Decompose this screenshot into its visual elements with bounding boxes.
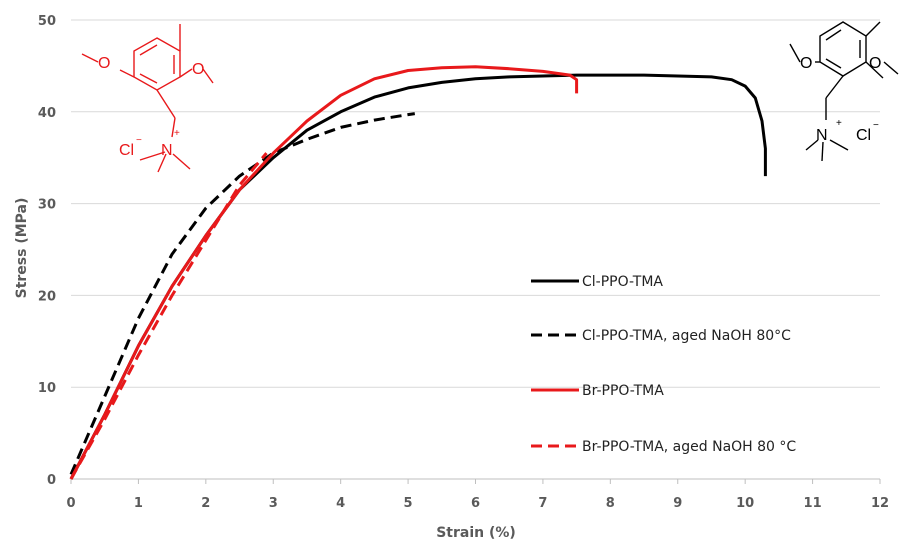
left-ether-bond <box>119 69 135 78</box>
right-ether-bond <box>789 43 801 63</box>
left-chloride-label: Cl <box>119 142 134 159</box>
legend-label: Cl-PPO-TMA, aged NaOH 80°C <box>582 328 791 344</box>
right-methyl-bond <box>805 139 819 151</box>
right-chloride-label: Cl <box>856 127 871 144</box>
x-tick-label: 3 <box>269 496 278 511</box>
y-axis-title: Stress (MPa) <box>14 198 30 299</box>
left-methyl-bond <box>139 151 166 161</box>
x-tick-label: 8 <box>606 496 615 511</box>
right-methyl-bond <box>829 139 849 151</box>
right-methyl-bond <box>821 141 824 162</box>
x-tick-label: 6 <box>471 496 480 511</box>
y-tick-label: 30 <box>38 198 56 213</box>
x-tick-label: 10 <box>736 496 754 511</box>
y-tick-label: 10 <box>38 381 56 396</box>
left-chloride-charge: − <box>136 135 142 146</box>
series-layer <box>69 65 767 480</box>
y-tick-label: 20 <box>38 289 56 304</box>
right-ch2-bond <box>825 75 844 99</box>
right-structure <box>789 21 899 162</box>
left-nitrogen-label: N <box>161 142 173 159</box>
x-tick-label: 4 <box>336 496 345 511</box>
left-ch2-bond <box>156 89 176 119</box>
series-line-2 <box>69 112 416 475</box>
legend: Cl-PPO-TMA Cl-PPO-TMA, aged NaOH 80°C Br-P… <box>531 274 796 455</box>
x-axis-title: Strain (%) <box>436 525 516 541</box>
y-tick-label: 40 <box>38 106 56 121</box>
right-nitrogen-label: N <box>816 127 828 144</box>
right-methyl-bond <box>865 61 884 79</box>
right-oxygen-label: O <box>869 55 881 72</box>
legend-label: Cl-PPO-TMA <box>582 274 663 290</box>
right-oxygen-label: O <box>800 55 812 72</box>
right-chloride-charge: − <box>873 120 879 131</box>
right-nitrogen-charge: + <box>836 118 842 129</box>
x-tick-labels: 0 1 2 3 4 5 6 7 8 9 10 11 12 <box>66 479 889 511</box>
right-benzene-ring <box>819 21 867 77</box>
left-ring-double-bond <box>139 73 158 84</box>
left-nitrogen-charge: + <box>174 128 180 139</box>
series-line-4 <box>69 152 268 480</box>
left-ether-bond <box>202 68 214 84</box>
x-tick-label: 12 <box>871 496 889 511</box>
y-tick-label: 50 <box>38 14 56 29</box>
right-ether-bond <box>883 61 899 75</box>
left-methyl-bond <box>172 153 191 170</box>
legend-label: Br-PPO-TMA <box>582 383 664 399</box>
right-methyl-bond <box>865 21 881 37</box>
gridlines <box>71 19 880 388</box>
x-tick-label: 0 <box>66 496 75 511</box>
left-ether-bond <box>179 68 193 78</box>
y-tick-label: 0 <box>47 473 56 488</box>
x-tick-label: 11 <box>804 496 822 511</box>
x-tick-label: 5 <box>404 496 413 511</box>
left-oxygen-label: O <box>192 61 204 78</box>
y-tick-labels: 0 10 20 30 40 50 <box>38 14 56 488</box>
right-ring-double-bond <box>825 29 842 41</box>
series-line-3 <box>69 65 579 480</box>
left-ring-double-bond <box>139 44 158 56</box>
x-tick-label: 9 <box>673 496 682 511</box>
x-tick-label: 1 <box>134 496 143 511</box>
x-tick-label: 2 <box>201 496 210 511</box>
left-methyl-bond <box>157 153 167 173</box>
right-ring-double-bond <box>825 58 842 69</box>
left-structure <box>81 24 214 173</box>
left-oxygen-label: O <box>98 55 110 72</box>
x-tick-label: 7 <box>538 496 547 511</box>
left-ch2-bond <box>171 117 176 138</box>
legend-label: Br-PPO-TMA, aged NaOH 80 °C <box>582 439 796 455</box>
left-ether-bond <box>81 53 99 63</box>
